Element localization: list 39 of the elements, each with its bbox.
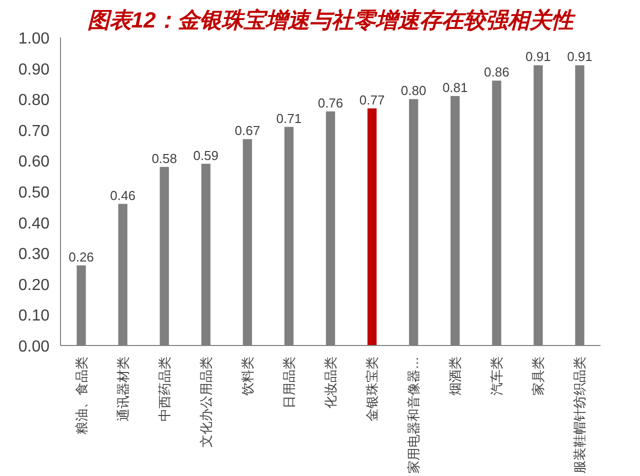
y-tick-label: 0.10 <box>18 308 50 325</box>
x-tick-label: 服装鞋帽针纺织品类 <box>572 356 588 474</box>
x-tick-label: 粮油、食品类 <box>74 356 89 434</box>
chart-title: 图表12：金银珠宝增速与社零增速存在较强相关性 <box>87 8 577 32</box>
x-tick-label: 饮料类 <box>240 356 255 396</box>
bar <box>367 108 377 346</box>
x-tick-label: 中西药品类 <box>156 356 172 422</box>
y-tick-label: 0.90 <box>18 61 50 78</box>
data-label: 0.77 <box>359 92 385 108</box>
data-label: 0.86 <box>484 64 510 80</box>
y-tick-label: 0.40 <box>18 215 50 232</box>
data-label: 0.59 <box>193 148 219 163</box>
data-label: 0.76 <box>318 95 344 110</box>
data-label: 0.58 <box>152 150 178 166</box>
y-tick-label: 0.70 <box>18 122 50 140</box>
y-tick-label: 0.80 <box>18 92 50 110</box>
data-label: 0.26 <box>68 249 94 264</box>
x-tick-label: 通讯器材类 <box>115 356 130 422</box>
x-tick-label: 金银珠宝类 <box>364 356 380 422</box>
x-tick-label: 烟酒类 <box>448 356 463 396</box>
y-tick-label: 0.50 <box>18 184 50 202</box>
x-tick-label: 文化办公用品类 <box>198 356 214 448</box>
data-label: 0.81 <box>442 80 468 96</box>
x-tick-label: 家具类 <box>530 356 546 396</box>
y-tick-label: 1.00 <box>18 30 50 48</box>
x-tick-label: 化妆品类 <box>323 356 338 408</box>
data-label: 0.46 <box>110 188 136 203</box>
y-tick-label: 0.20 <box>18 276 50 294</box>
y-tick-label: 0.30 <box>18 246 50 264</box>
y-tick-label: 0.60 <box>18 154 50 171</box>
x-tick-label: 日用品类 <box>281 356 296 408</box>
x-tick-label: 汽车类 <box>489 356 504 396</box>
data-label: 0.91 <box>526 49 551 64</box>
x-tick-label: 家用电器和音像器… <box>406 356 422 474</box>
data-label: 0.80 <box>400 83 426 98</box>
data-label: 0.67 <box>234 123 260 138</box>
y-tick-label: 0.00 <box>18 338 50 356</box>
data-label: 0.91 <box>567 49 592 64</box>
data-label: 0.71 <box>276 110 302 126</box>
